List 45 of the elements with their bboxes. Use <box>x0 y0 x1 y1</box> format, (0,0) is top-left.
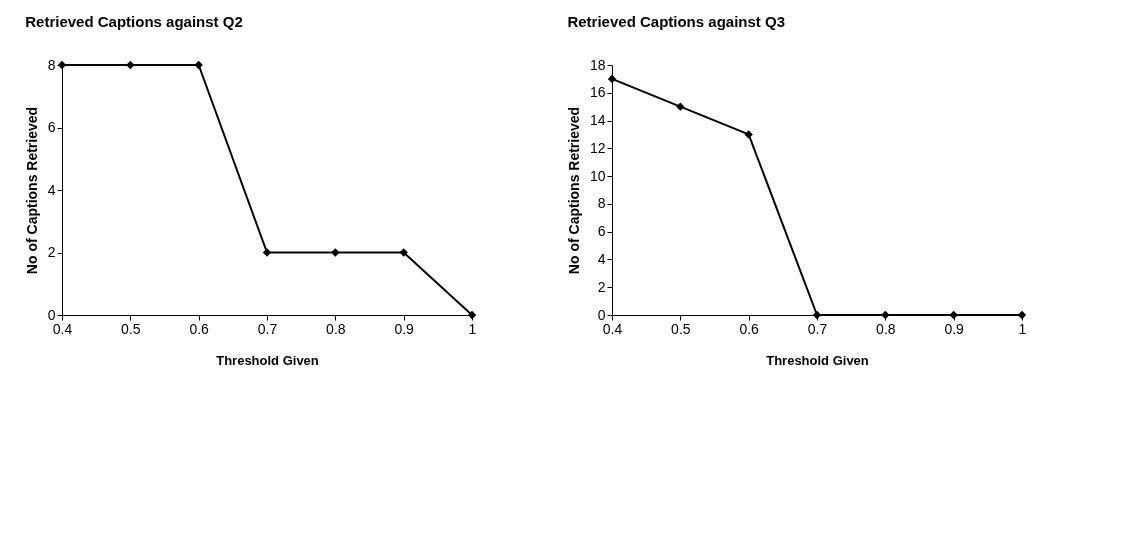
x-tick-label: 1 <box>1018 320 1027 337</box>
point <box>744 130 753 139</box>
y-tick-label: 8 <box>47 56 56 73</box>
y-tick-label: 0 <box>47 306 56 323</box>
x-tick-label: 0.4 <box>602 320 623 337</box>
point <box>262 248 272 257</box>
point <box>676 102 685 111</box>
x-tick-label: 0.8 <box>326 320 346 337</box>
x-tick-label: 0.9 <box>394 320 415 337</box>
y-tick-label: 10 <box>589 167 606 184</box>
y-tick-label: 0 <box>597 306 606 323</box>
x-tick-label: 0.5 <box>671 320 691 337</box>
point <box>399 248 408 257</box>
y-tick-label: 2 <box>597 278 606 295</box>
point <box>194 60 203 70</box>
x-tick-label: 0.5 <box>121 320 141 337</box>
y-tick-label: 2 <box>47 244 56 260</box>
point <box>607 74 617 84</box>
chart-title: Retrieved Captions against Q3 <box>567 13 785 30</box>
y-axis-title: No of Captions Retrieved <box>23 106 40 275</box>
x-tick-label: 0.6 <box>739 320 760 337</box>
x-tick-label: 0.4 <box>52 320 73 337</box>
y-tick-label: 12 <box>589 139 606 156</box>
point <box>331 248 340 257</box>
x-tick-label: 0.7 <box>257 320 278 337</box>
y-tick-label: 4 <box>597 250 606 267</box>
x-tick-label: 0.8 <box>876 320 896 337</box>
x-axis-title: Threshold Given <box>216 352 319 368</box>
y-tick-label: 6 <box>597 223 606 240</box>
y-tick-label: 18 <box>589 56 606 73</box>
x-tick-label: 0.6 <box>189 320 210 337</box>
x-tick-label: 0.7 <box>807 320 828 337</box>
y-tick-label: 16 <box>589 84 606 101</box>
y-tick-label: 4 <box>47 181 56 198</box>
chart-title: Retrieved Captions against Q2 <box>25 13 243 30</box>
point <box>881 310 890 320</box>
y-tick-label: 6 <box>47 119 56 135</box>
y-tick-label: 14 <box>589 112 606 129</box>
x-axis-title: Threshold Given <box>766 352 869 368</box>
x-tick-label: 1 <box>468 320 477 337</box>
point <box>126 60 135 70</box>
x-tick-label: 0.9 <box>944 320 965 337</box>
y-tick-label: 8 <box>597 195 606 212</box>
y-axis-title: No of Captions Retrieved <box>565 106 582 275</box>
point <box>949 310 958 320</box>
